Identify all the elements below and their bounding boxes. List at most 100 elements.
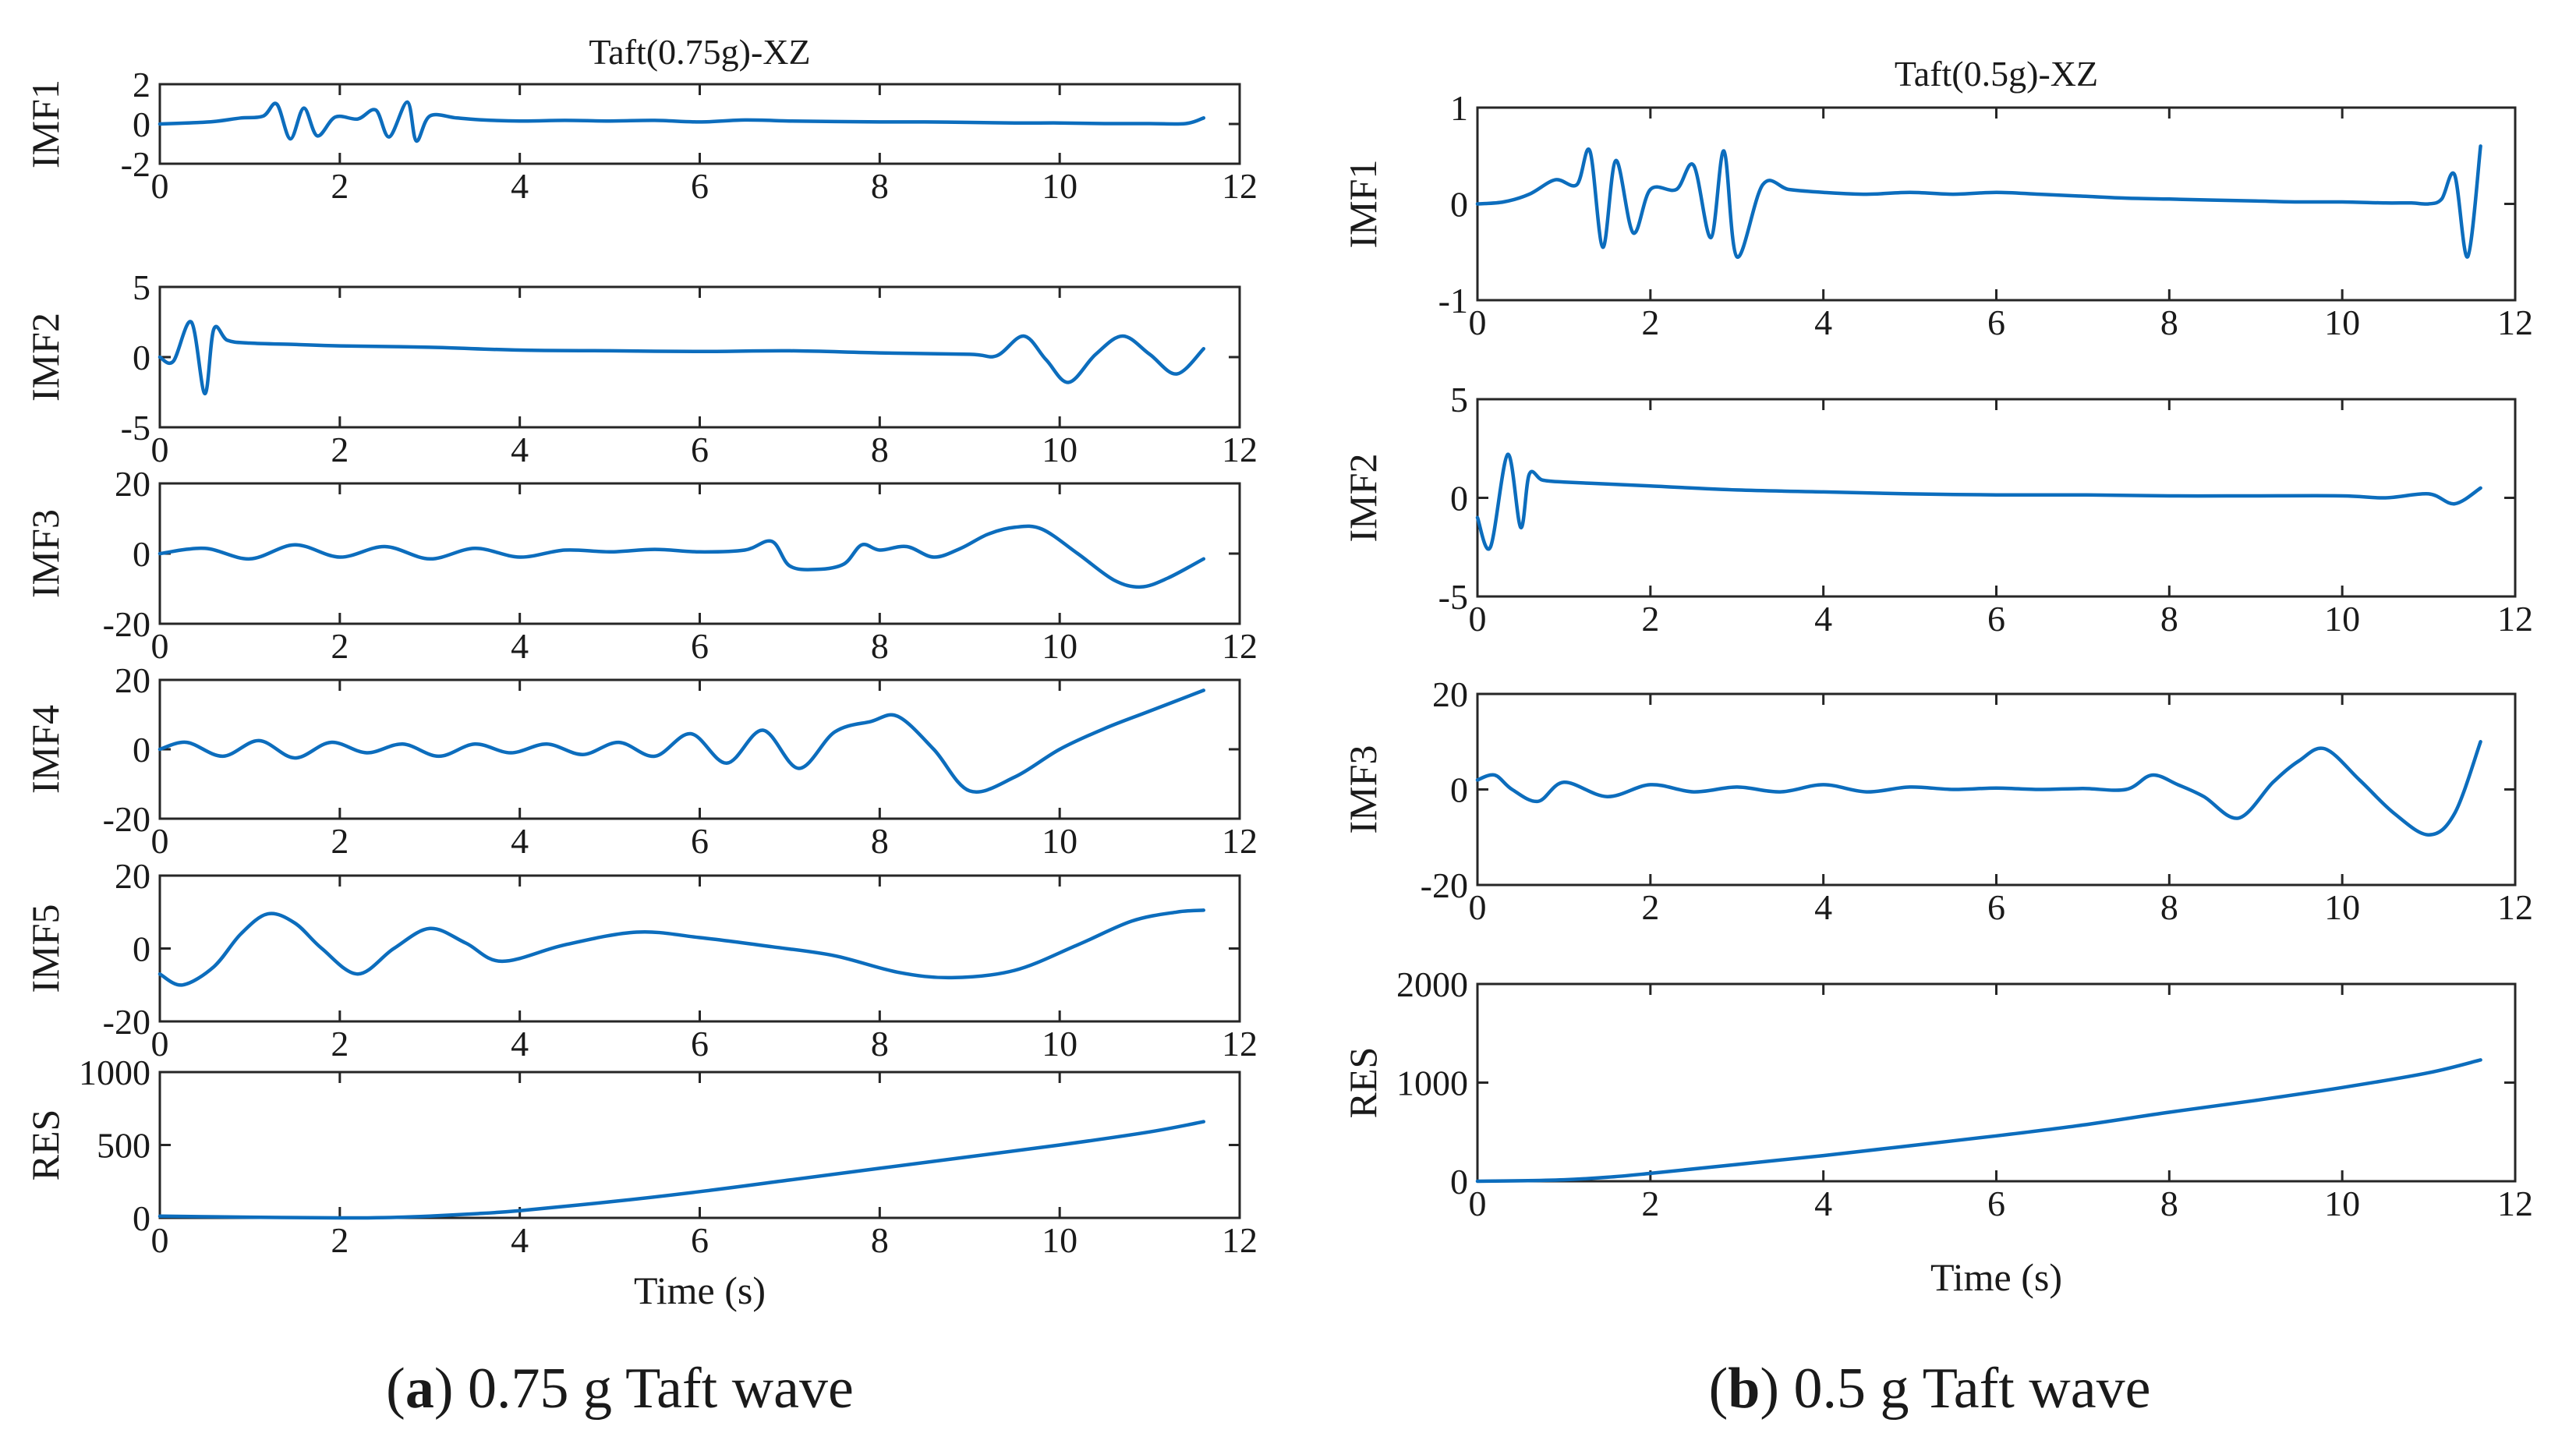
y-axis-label: IMF2 [23, 313, 67, 402]
x-tick-label: 4 [511, 626, 529, 666]
y-axis-label: IMF5 [23, 904, 67, 993]
x-tick-label: 0 [151, 1024, 169, 1064]
x-tick-label: 8 [871, 166, 889, 206]
x-tick-label: 2 [1641, 887, 1659, 927]
x-tick-label: 6 [691, 1024, 709, 1064]
x-tick-label: 12 [1222, 626, 1258, 666]
caption-a-text: 0.75 g Taft wave [453, 1357, 853, 1421]
x-tick-label: 8 [2160, 1184, 2178, 1223]
x-tick-label: 0 [151, 821, 169, 861]
x-tick-label: 6 [691, 1220, 709, 1260]
y-axis-label: RES [23, 1110, 67, 1181]
y-tick-label: 0 [1450, 1162, 1468, 1202]
y-tick-label: -5 [121, 408, 150, 448]
y-tick-label: 1000 [79, 1053, 150, 1092]
x-tick-label: 12 [1222, 1220, 1258, 1260]
x-tick-label: 8 [871, 1024, 889, 1064]
y-tick-label: 0 [133, 104, 150, 144]
x-tick-label: 12 [1222, 1024, 1258, 1064]
y-tick-label: 1 [1450, 88, 1468, 128]
x-tick-label: 0 [1469, 887, 1487, 927]
y-axis-label: IMF1 [1341, 160, 1385, 249]
series-line-imf3 [1475, 740, 2482, 837]
y-tick-label: -5 [1438, 577, 1468, 617]
x-tick-label: 4 [1814, 1184, 1832, 1223]
x-tick-label: 6 [1987, 303, 2005, 342]
x-tick-label: 12 [1222, 430, 1258, 469]
caption-b-label: b [1728, 1357, 1760, 1421]
y-tick-label: 500 [97, 1126, 150, 1166]
x-tick-label: 0 [1469, 1184, 1487, 1223]
x-tick-label: 10 [2324, 599, 2360, 639]
y-tick-label: -1 [1438, 281, 1468, 320]
y-tick-label: 0 [1450, 185, 1468, 225]
y-tick-label: 20 [115, 660, 150, 700]
chart-title: Taft(0.75g)-XZ [589, 32, 810, 72]
x-tick-label: 10 [1042, 626, 1077, 666]
y-tick-label: 0 [133, 338, 150, 377]
x-axis-label: Time (s) [1930, 1255, 2062, 1299]
x-tick-label: 6 [691, 626, 709, 666]
series-line-imf1 [1475, 144, 2482, 259]
caption-a-label: a [405, 1357, 434, 1421]
x-tick-label: 4 [1814, 887, 1832, 927]
series-line-imf5 [157, 908, 1206, 987]
x-tick-label: 2 [331, 821, 349, 861]
y-axis-label: IMF3 [23, 509, 67, 598]
x-tick-label: 10 [1042, 1024, 1077, 1064]
x-tick-label: 10 [1042, 430, 1077, 469]
y-tick-label: 1000 [1396, 1064, 1468, 1103]
caption-b: (b) 0.5 g Taft wave [1709, 1357, 2151, 1421]
x-tick-label: 4 [511, 1024, 529, 1064]
x-tick-label: 8 [871, 821, 889, 861]
x-tick-label: 10 [1042, 166, 1077, 206]
x-tick-label: 4 [511, 821, 529, 861]
x-tick-label: 0 [151, 166, 169, 206]
x-tick-label: 6 [1987, 887, 2005, 927]
x-tick-label: 2 [331, 166, 349, 206]
y-tick-label: 2000 [1396, 964, 1468, 1004]
y-axis-label: IMF1 [23, 80, 67, 168]
series-line-res [157, 1120, 1206, 1220]
series-line-imf4 [157, 688, 1206, 794]
x-tick-label: 0 [1469, 599, 1487, 639]
x-tick-label: 0 [151, 1220, 169, 1260]
x-tick-label: 2 [1641, 599, 1659, 639]
x-tick-label: 8 [2160, 303, 2178, 342]
y-tick-label: -20 [103, 1002, 150, 1042]
y-tick-label: 20 [1432, 674, 1468, 714]
x-tick-label: 0 [1469, 303, 1487, 342]
x-tick-label: 10 [2324, 887, 2360, 927]
x-tick-label: 12 [2497, 303, 2533, 342]
x-tick-label: 10 [2324, 1184, 2360, 1223]
y-tick-label: -20 [103, 604, 150, 644]
y-tick-label: 0 [133, 1198, 150, 1238]
x-tick-label: 2 [331, 1024, 349, 1064]
x-tick-label: 0 [151, 430, 169, 469]
y-axis-label: IMF4 [23, 705, 67, 794]
x-tick-label: 12 [2497, 1184, 2533, 1223]
y-tick-label: -20 [103, 799, 150, 839]
caption-b-text: 0.5 g Taft wave [1779, 1357, 2150, 1421]
series-line-imf3 [157, 524, 1206, 589]
x-tick-label: 12 [1222, 821, 1258, 861]
x-tick-label: 4 [511, 430, 529, 469]
y-tick-label: 0 [133, 534, 150, 574]
x-tick-label: 0 [151, 626, 169, 666]
panel-frame [158, 678, 1241, 820]
caption-a: (a) 0.75 g Taft wave [386, 1357, 854, 1421]
series-line-imf1 [157, 100, 1206, 143]
x-tick-label: 2 [331, 626, 349, 666]
y-tick-label: 2 [133, 65, 150, 104]
chart-title: Taft(0.5g)-XZ [1895, 54, 2098, 94]
series-line-imf2 [1475, 452, 2482, 551]
x-tick-label: 6 [691, 166, 709, 206]
panel-frame [1476, 982, 2517, 1183]
x-tick-label: 8 [2160, 599, 2178, 639]
